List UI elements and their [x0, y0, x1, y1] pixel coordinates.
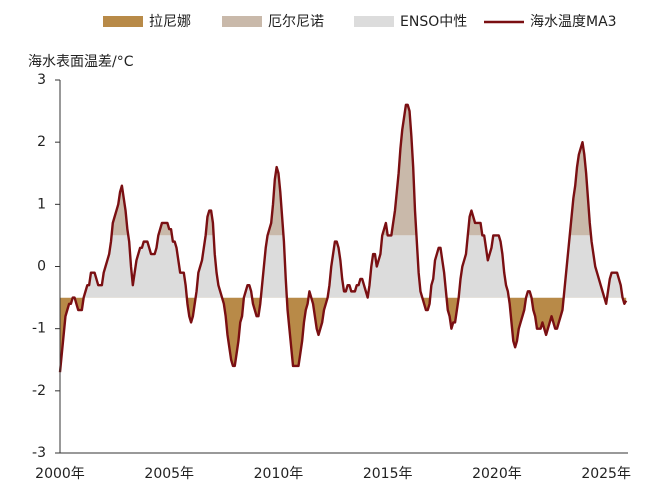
line [58, 103, 628, 373]
y-tick-label: 2 [37, 134, 46, 150]
y-axis-label: 海水表面温差/°C [28, 54, 134, 70]
legend-swatch [354, 16, 394, 27]
x-tick-label: 2015年 [363, 466, 413, 482]
legend-label: 拉尼娜 [149, 14, 191, 30]
y-tick-label: -1 [32, 321, 46, 337]
x-tick-label: 2020年 [472, 466, 522, 482]
area-2 [60, 235, 627, 298]
legend-label: ENSO中性 [400, 14, 467, 30]
area-1 [111, 104, 591, 236]
x-tick-label: 2025年 [581, 466, 631, 482]
area-0 [60, 297, 627, 373]
legend-swatch [103, 16, 143, 27]
legend-label: 厄尔尼诺 [268, 14, 324, 30]
x-tick-label: 2000年 [35, 466, 85, 482]
x-tick-label: 2010年 [254, 466, 304, 482]
y-tick-label: -2 [32, 383, 46, 399]
legend-label: 海水温度MA3 [530, 14, 617, 30]
y-tick-label: 0 [37, 259, 46, 275]
y-tick-label: 1 [37, 196, 46, 212]
legend-swatch [222, 16, 262, 27]
y-tick-label: -3 [32, 445, 46, 461]
y-tick-label: 3 [37, 72, 46, 88]
x-tick-label: 2005年 [144, 466, 194, 482]
